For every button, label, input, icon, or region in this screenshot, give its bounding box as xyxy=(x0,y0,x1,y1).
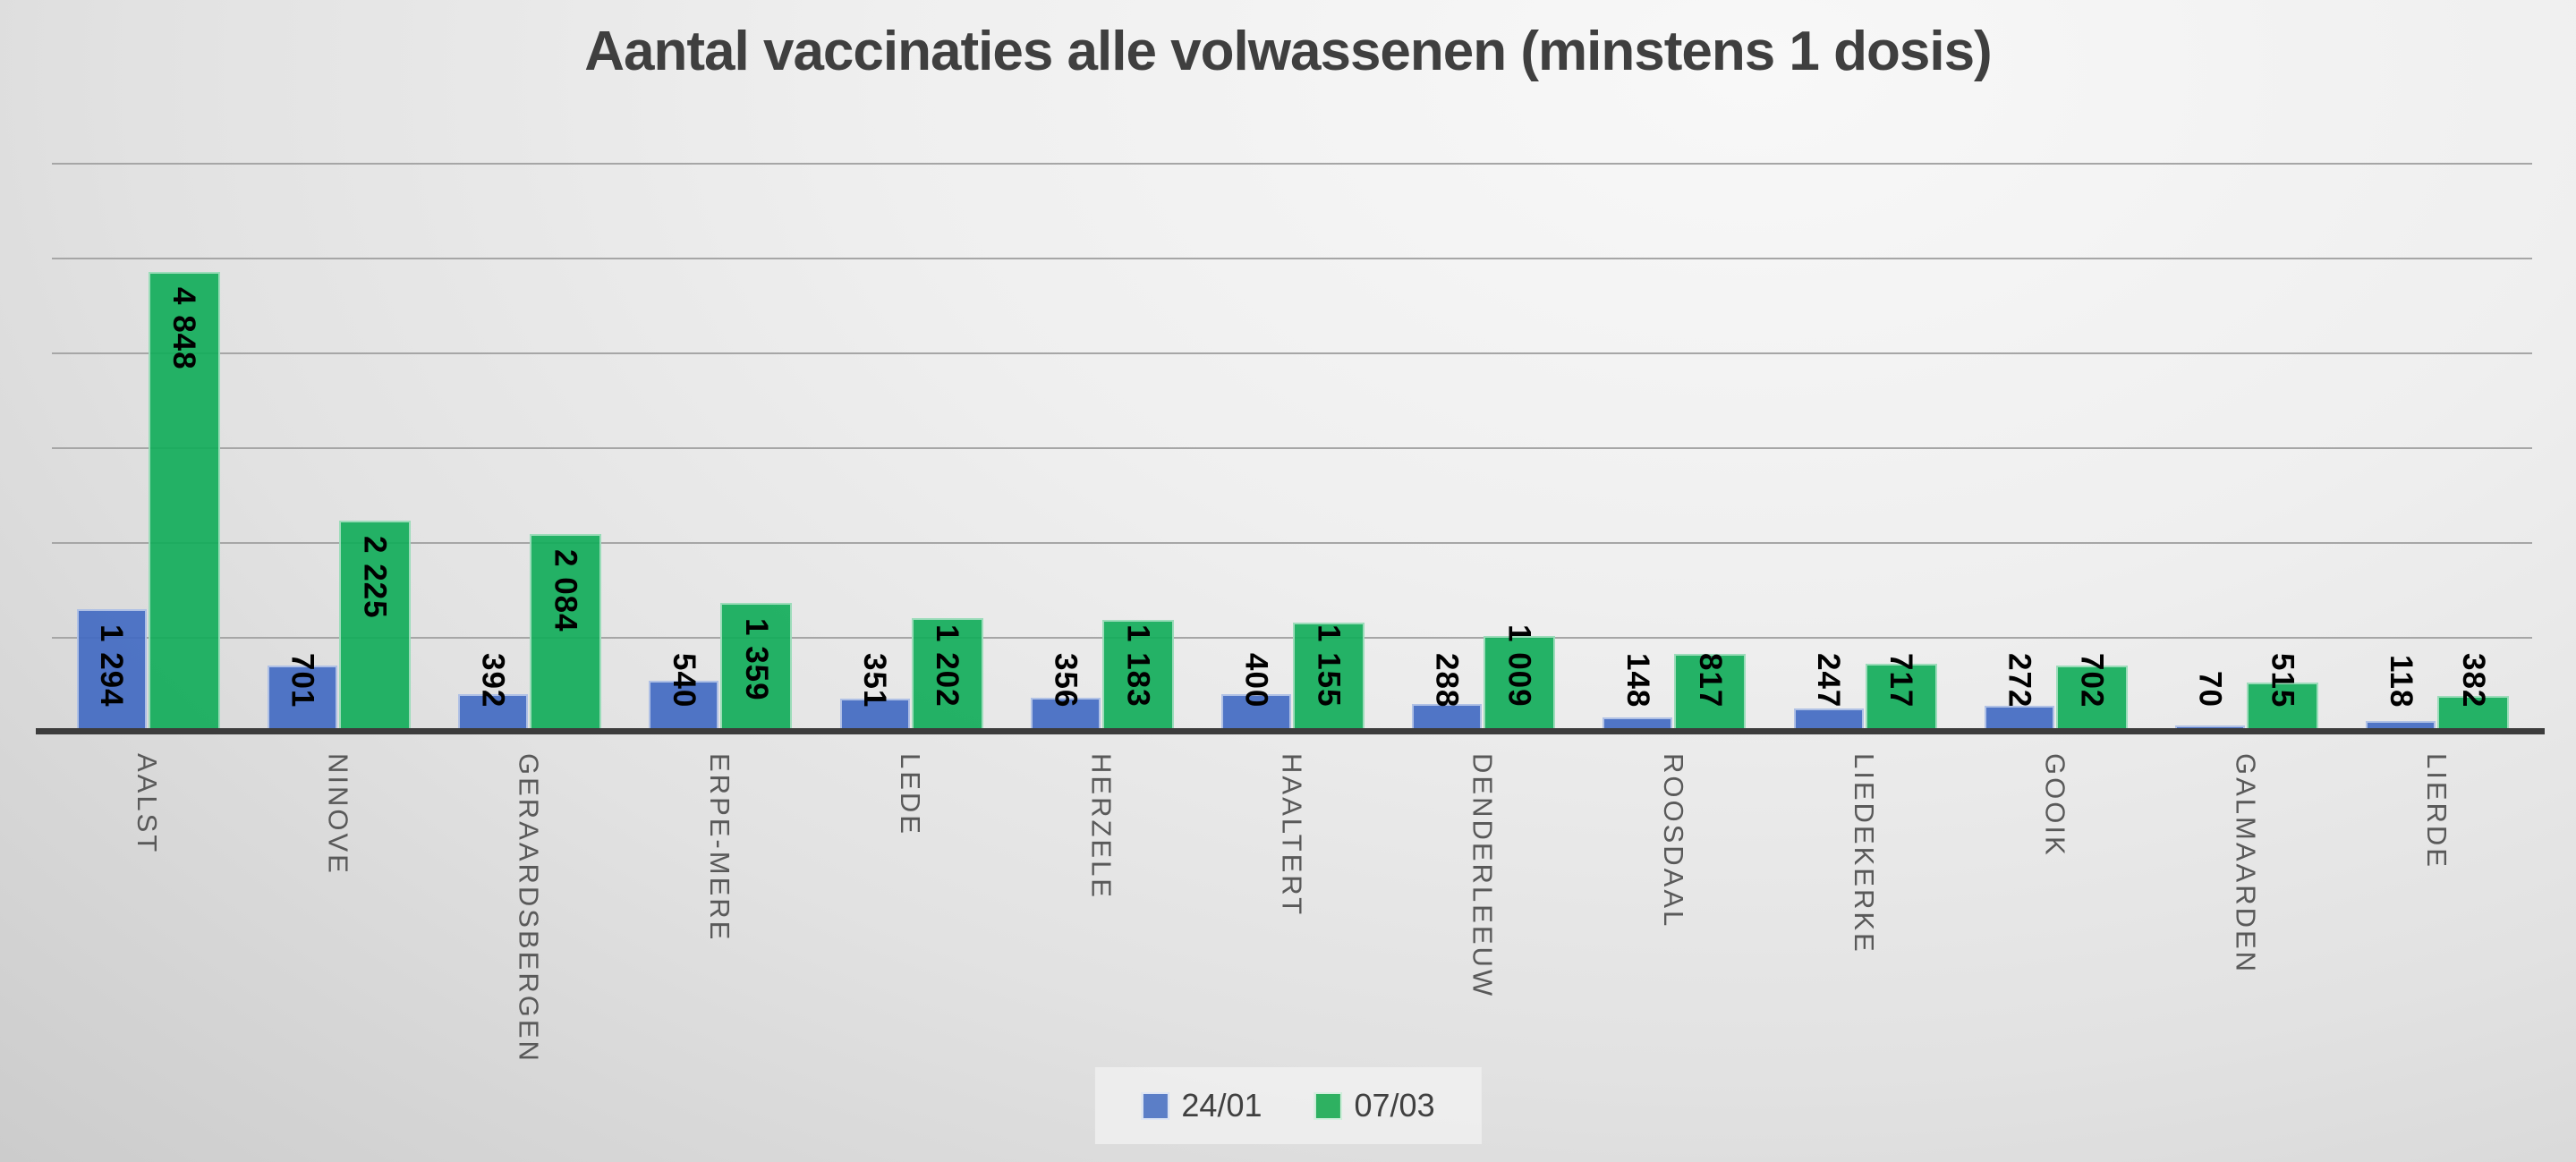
data-label-24-01-lede: 351 xyxy=(857,652,893,708)
bar-07-03-ninove xyxy=(338,521,411,732)
gridline-2000 xyxy=(52,542,2532,544)
category-label-roosdaal: ROOSDAAL xyxy=(1657,753,1689,929)
data-label-07-03-erpe-mere: 1 359 xyxy=(738,617,774,701)
bar-07-03-liedekerke xyxy=(1865,664,1937,732)
chart-title: Aantal vaccinaties alle volwassenen (min… xyxy=(584,21,1992,82)
bar-07-03-aalst xyxy=(148,272,220,732)
bar-24-01-haaltert xyxy=(1221,693,1291,732)
data-label-24-01-geraardsbergen: 392 xyxy=(475,652,511,708)
legend-label-07-03: 07/03 xyxy=(1354,1087,1435,1124)
bar-24-01-ninove xyxy=(267,665,337,732)
data-label-24-01-denderleeuw: 288 xyxy=(1429,652,1465,708)
legend-item-24-01: 24/01 xyxy=(1141,1087,1262,1124)
legend-label-24-01: 24/01 xyxy=(1181,1087,1262,1124)
bar-07-03-geraardsbergen xyxy=(530,534,602,732)
data-label-24-01-erpe-mere: 540 xyxy=(666,652,701,708)
category-label-geraardsbergen: GERAARDSBERGEN xyxy=(513,753,545,1064)
data-label-24-01-haaltert: 400 xyxy=(1238,652,1274,708)
category-label-liedekerke: LIEDEKERKE xyxy=(1849,753,1881,954)
plot-area: 1 294 4 848 701 2 225 392 2 084 540 1 359 351 1 2… xyxy=(36,163,2545,734)
data-label-24-01-herzele: 356 xyxy=(1048,652,1084,708)
category-label-erpe-mere: ERPE-MERE xyxy=(703,753,735,943)
data-label-24-01-lierde: 118 xyxy=(2383,654,2419,708)
category-label-denderleeuw: DENDERLEEUW xyxy=(1467,753,1499,999)
category-label-lierde: LIERDE xyxy=(2420,753,2453,869)
category-label-ninove: NINOVE xyxy=(322,753,354,876)
data-label-07-03-aalst: 4 848 xyxy=(166,287,202,370)
data-label-07-03-galmaarden: 515 xyxy=(2265,652,2300,708)
bar-24-01-geraardsbergen xyxy=(458,694,529,732)
data-label-24-01-gooik: 272 xyxy=(2002,652,2037,708)
data-label-07-03-lede: 1 202 xyxy=(930,624,965,708)
category-label-lede: LEDE xyxy=(895,753,927,836)
data-label-24-01-aalst: 1 294 xyxy=(94,623,130,708)
gridline-3000 xyxy=(52,447,2532,449)
data-label-24-01-ninove: 701 xyxy=(285,652,320,708)
bar-07-03-herzele xyxy=(1101,619,1174,732)
bar-24-01-lede xyxy=(839,698,910,732)
data-label-07-03-denderleeuw: 1 009 xyxy=(1501,624,1537,708)
legend-item-07-03: 07/03 xyxy=(1314,1087,1435,1124)
bar-07-03-galmaarden xyxy=(2247,683,2319,732)
data-label-07-03-liedekerke: 717 xyxy=(1883,652,1919,708)
category-label-galmaarden: GALMAARDEN xyxy=(2230,753,2262,975)
legend-swatch-green-icon xyxy=(1314,1091,1342,1120)
bar-24-01-erpe-mere xyxy=(649,680,719,732)
data-label-24-01-liedekerke: 247 xyxy=(1811,652,1847,708)
legend-swatch-blue-icon xyxy=(1141,1091,1169,1120)
x-axis-line xyxy=(36,728,2545,734)
gridline-6000 xyxy=(52,163,2532,165)
gridline-4000 xyxy=(52,352,2532,354)
gridline-5000 xyxy=(52,258,2532,259)
category-label-gooik: GOOIK xyxy=(2039,753,2071,858)
bar-07-03-erpe-mere xyxy=(720,602,793,732)
bar-07-03-haaltert xyxy=(1293,622,1365,732)
gridline-1000 xyxy=(52,637,2532,639)
data-label-07-03-haaltert: 1 155 xyxy=(1311,624,1347,708)
data-label-07-03-ninove: 2 225 xyxy=(357,536,393,619)
category-label-aalst: AALST xyxy=(132,753,164,855)
category-label-herzele: HERZELE xyxy=(1085,753,1118,900)
data-label-24-01-galmaarden: 70 xyxy=(2192,671,2228,708)
data-label-24-01-roosdaal: 148 xyxy=(1620,652,1655,708)
legend: 24/01 07/03 xyxy=(1094,1067,1482,1144)
category-label-haaltert: HAALTERT xyxy=(1276,753,1308,918)
data-label-07-03-roosdaal: 817 xyxy=(1692,652,1728,708)
bar-24-01-aalst xyxy=(76,608,147,732)
data-label-07-03-gooik: 702 xyxy=(2074,652,2110,708)
data-label-07-03-geraardsbergen: 2 084 xyxy=(548,549,583,632)
data-label-07-03-lierde: 382 xyxy=(2455,652,2491,708)
bar-07-03-lede xyxy=(911,617,983,732)
data-label-07-03-herzele: 1 183 xyxy=(1120,624,1156,708)
